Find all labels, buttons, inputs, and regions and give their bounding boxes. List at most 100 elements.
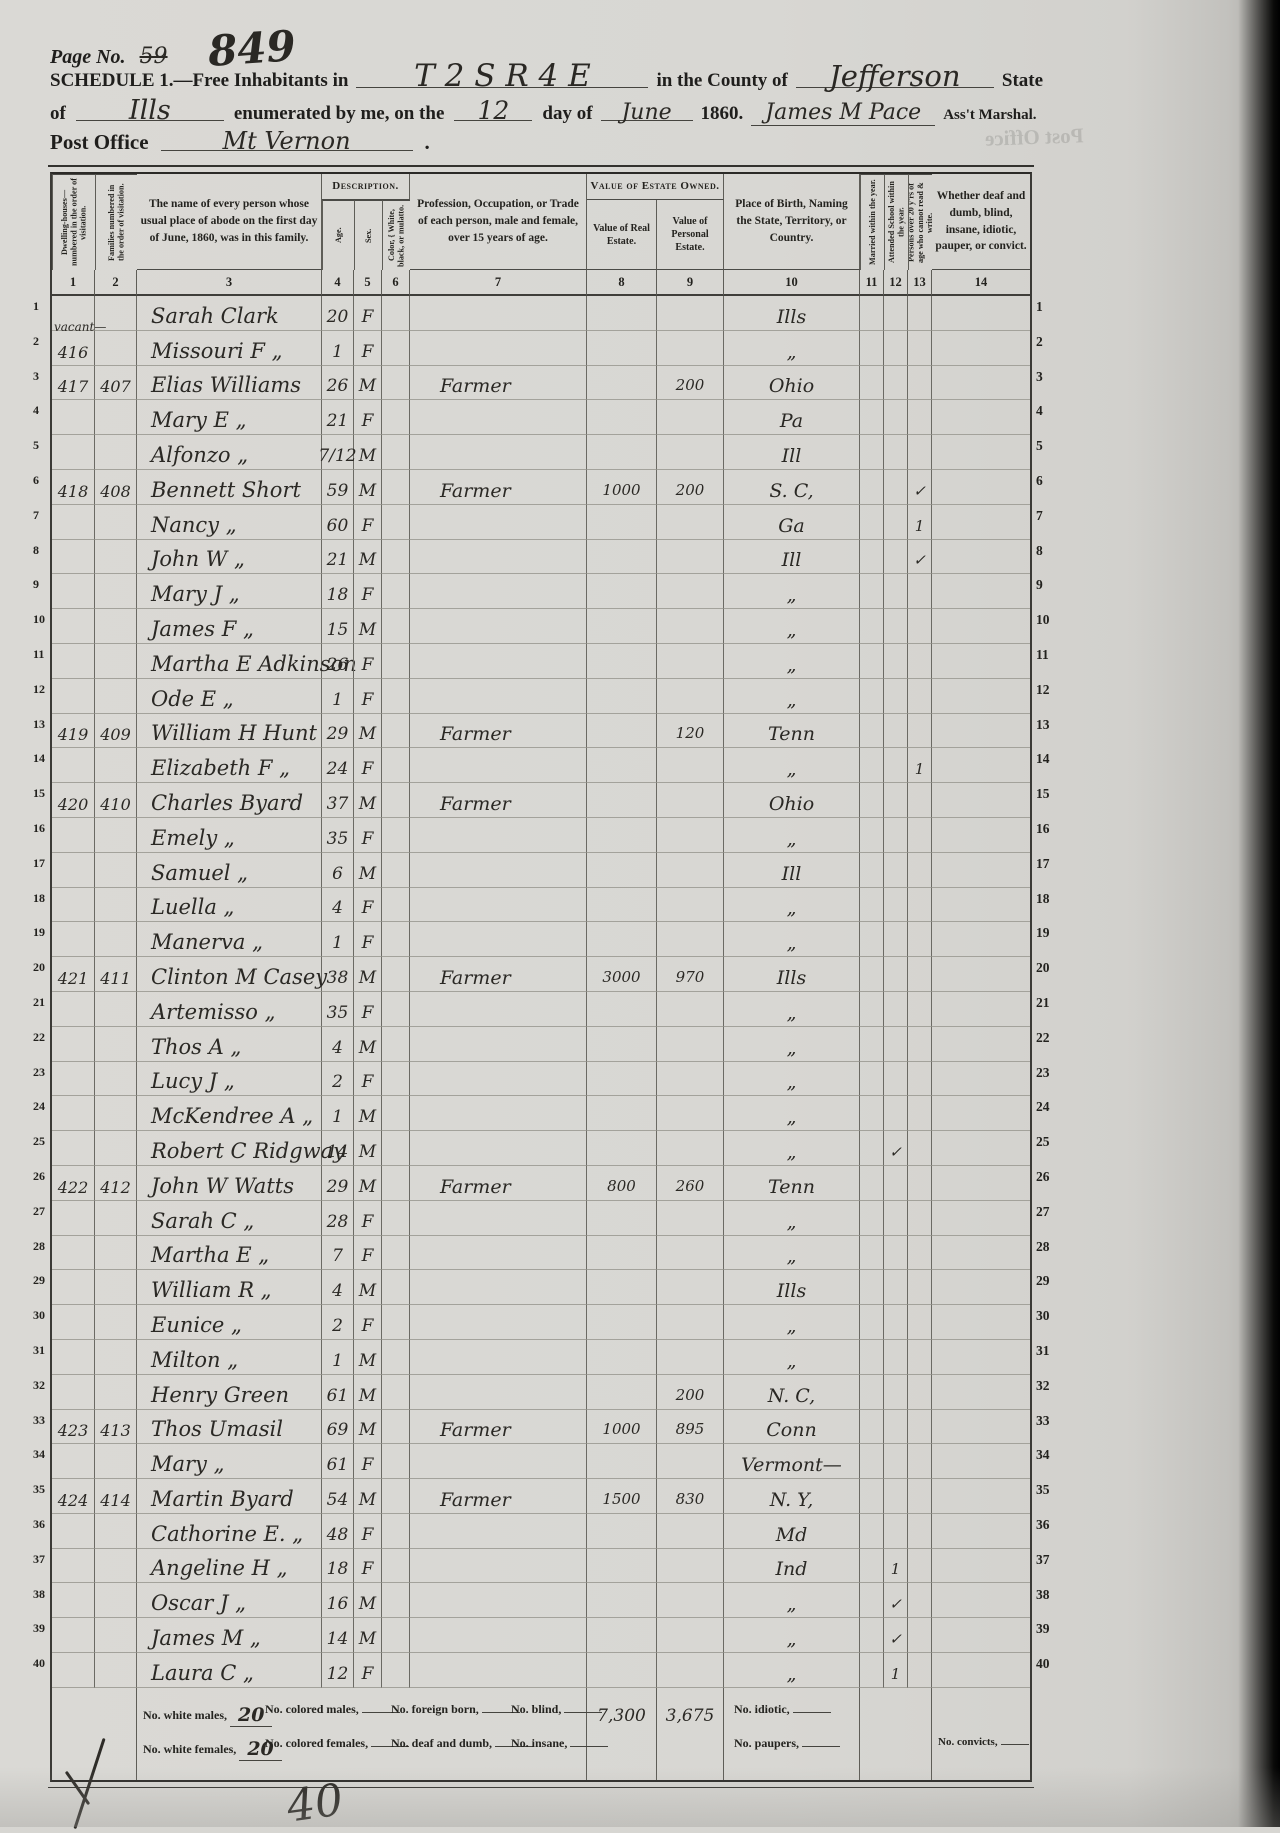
- cell-school: [884, 643, 908, 679]
- cell-name: Martha E Adkinson: [137, 643, 357, 679]
- row-number-right: 10: [1036, 612, 1050, 628]
- cell-family: 408: [95, 469, 137, 505]
- cell-birthplace: Ills: [724, 296, 860, 331]
- row-number-left: 37: [33, 1551, 45, 1566]
- cell-color: [382, 852, 410, 888]
- cell-name: Ode E „: [137, 678, 322, 714]
- cell-family: [95, 609, 137, 644]
- row-number-left: 2: [33, 333, 39, 348]
- cell-dwelling: [52, 1026, 95, 1062]
- cell-married: [860, 1165, 884, 1201]
- cell-school: ✓: [884, 1131, 908, 1166]
- row-number-right: 11: [1036, 647, 1049, 662]
- cell-name: Artemisso „: [137, 991, 322, 1027]
- row-number-left: 14: [33, 751, 45, 766]
- cell-color: [382, 400, 410, 436]
- cell-color: [382, 1618, 410, 1654]
- row-number-left: 18: [33, 890, 45, 905]
- marshal-signature: James M Pace: [751, 100, 936, 126]
- cell-cannot-read: [908, 643, 932, 679]
- cell-dwelling: 424: [52, 1479, 95, 1514]
- row-number-right: 6: [1036, 473, 1043, 488]
- cell-dwelling: [52, 678, 95, 714]
- tally-label-text: No. insane,: [511, 1735, 568, 1750]
- cell-family: [95, 1583, 137, 1619]
- cell-remarks: [932, 1062, 1030, 1097]
- cell-family: [95, 504, 137, 540]
- cell-school: [884, 1270, 908, 1306]
- cell-birthplace: Ill: [724, 435, 860, 470]
- cell-cannot-read: [908, 713, 932, 749]
- cell-birthplace: Vermont—: [724, 1444, 860, 1480]
- cell-cannot-read: [908, 1618, 932, 1654]
- cell-sex: M: [354, 1618, 382, 1654]
- cell-family: [95, 817, 137, 853]
- cell-dwelling: [52, 574, 95, 610]
- cell-school: [884, 1305, 908, 1340]
- cell-dwelling: 420: [52, 783, 95, 818]
- row-number-right: 5: [1036, 438, 1043, 454]
- cell-sex: M: [354, 1583, 382, 1619]
- row-number-right: 31: [1036, 1343, 1050, 1358]
- cell-real-estate: [587, 991, 657, 1027]
- cell-occupation: [410, 1339, 587, 1375]
- cell-name: Milton „: [137, 1339, 322, 1375]
- cell-sex: M: [354, 713, 382, 749]
- cell-cannot-read: [908, 1583, 932, 1619]
- column-number: 1: [52, 270, 95, 296]
- cell-cannot-read: [908, 400, 932, 436]
- cell-real-estate: [587, 1026, 657, 1062]
- cell-school: [884, 922, 908, 958]
- cell-personal-estate: [657, 539, 724, 575]
- cell-personal-estate: [657, 1235, 724, 1271]
- cell-real-estate: [587, 852, 657, 888]
- year-label: 1860.: [700, 103, 744, 124]
- column-number-row: 1 2 3 4 5 6 7 8 9 10 11 12 13 14: [50, 270, 1032, 296]
- cell-name: Thos Umasil: [137, 1409, 322, 1445]
- cell-age: 1: [322, 330, 354, 366]
- cell-birthplace: „: [724, 1200, 860, 1236]
- footer-convicts: No. convicts,: [932, 1688, 1030, 1780]
- cell-cannot-read: [908, 435, 932, 470]
- schedule-line: SCHEDULE 1.—Free Inhabitants in T 2 S R …: [50, 61, 1043, 92]
- cell-married: [860, 957, 884, 992]
- cell-family: 414: [95, 1479, 137, 1514]
- cell-color: [382, 643, 410, 679]
- row-number-right: 36: [1036, 1517, 1050, 1532]
- cell-name: Eunice „: [137, 1305, 322, 1340]
- cell-birthplace: Conn: [724, 1409, 860, 1445]
- tally-label-text: No. white males,: [143, 1707, 227, 1722]
- cell-birthplace: Ohio: [724, 783, 860, 818]
- row-number-left: 4: [33, 403, 39, 418]
- cell-sex: M: [354, 1339, 382, 1375]
- row-number-right: 4: [1036, 403, 1043, 419]
- cell-occupation: [410, 1235, 587, 1271]
- row-number-left: 6: [33, 473, 39, 487]
- cell-birthplace: „: [724, 1305, 860, 1340]
- cell-real-estate: [587, 574, 657, 610]
- cell-remarks: [932, 1514, 1030, 1549]
- cell-personal-estate: [657, 1305, 724, 1340]
- cell-school: [884, 1165, 908, 1201]
- cell-name: Thos A „: [137, 1026, 322, 1062]
- col-header-name: The name of every person whose usual pla…: [137, 174, 322, 270]
- row-number-left: 13: [33, 716, 45, 731]
- row-number-right: 34: [1036, 1447, 1050, 1463]
- cell-family: [95, 678, 137, 714]
- cell-married: [860, 922, 884, 958]
- cell-dwelling: [52, 1653, 95, 1688]
- tally-blank: [570, 1745, 609, 1747]
- cell-birthplace: „: [724, 609, 860, 644]
- cell-real-estate: [587, 817, 657, 853]
- cell-school: [884, 817, 908, 853]
- state-blank: Ills: [75, 97, 224, 124]
- cell-birthplace: Ga: [724, 504, 860, 540]
- cell-remarks: [932, 1549, 1030, 1584]
- tally-label: No. blind,: [511, 1702, 603, 1717]
- cell-cannot-read: [908, 852, 932, 888]
- col-header-dwelling: Dwelling-houses— numbered in the order o…: [52, 174, 95, 270]
- cell-age: 12: [322, 1653, 354, 1688]
- cell-name: Martin Byard: [137, 1479, 322, 1514]
- cell-sex: F: [354, 678, 382, 714]
- cell-occupation: [410, 1061, 587, 1097]
